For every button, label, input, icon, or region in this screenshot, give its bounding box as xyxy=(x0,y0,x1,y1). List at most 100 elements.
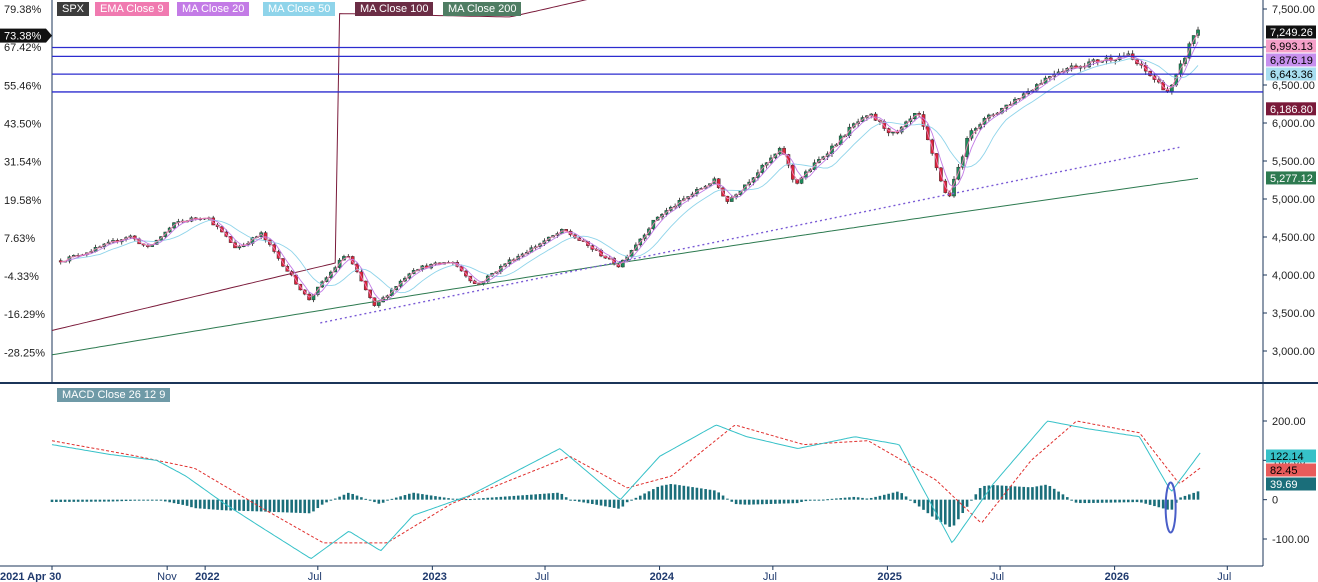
histogram-bar xyxy=(573,499,577,501)
histogram-bar xyxy=(865,498,869,500)
histogram-bar xyxy=(778,499,782,504)
histogram-bar xyxy=(634,497,638,500)
histogram-bar xyxy=(525,494,529,500)
histogram-bar xyxy=(612,499,616,508)
histogram-bar xyxy=(146,499,150,501)
histogram-bar xyxy=(1100,499,1104,503)
histogram-bar xyxy=(486,497,490,500)
histogram-bar xyxy=(85,499,89,502)
ma50-line xyxy=(60,58,1199,294)
histogram-bar xyxy=(242,499,246,511)
histogram-bar xyxy=(1196,491,1200,500)
x-tick-label: 2024 xyxy=(650,571,675,582)
histogram-bar xyxy=(438,496,442,500)
histogram-bar xyxy=(312,499,315,512)
histogram-bar xyxy=(272,499,276,512)
histogram-bar xyxy=(808,499,812,501)
macd-legend-tag[interactable]: MACD Close 26 12 9 xyxy=(57,388,171,402)
histogram-bar xyxy=(482,498,485,500)
histogram-bar xyxy=(416,493,420,500)
price-badge xyxy=(1266,53,1316,67)
left-tick-label: 43.50% xyxy=(4,118,42,130)
legend-tag[interactable]: MA Close 20 xyxy=(177,2,250,16)
current-percent-text: 73.38% xyxy=(4,31,42,43)
histogram-bar xyxy=(329,499,333,501)
left-tick-label: 31.54% xyxy=(4,157,42,169)
x-tick-label: Jul xyxy=(763,571,777,582)
histogram-bar xyxy=(303,499,307,514)
left-tick-label: -16.29% xyxy=(4,309,45,321)
histogram-bar xyxy=(251,499,254,512)
histogram-bar xyxy=(978,488,982,500)
histogram-bar xyxy=(582,499,585,503)
left-tick-label: 79.38% xyxy=(4,4,42,16)
price-badge-text: 6,643.36 xyxy=(1270,69,1313,81)
histogram-bar xyxy=(421,494,424,500)
histogram-bar xyxy=(211,499,215,510)
histogram-bar xyxy=(373,499,376,503)
histogram-bar xyxy=(1148,499,1152,505)
price-badge xyxy=(1266,102,1316,116)
candle xyxy=(316,286,320,295)
histogram-bar xyxy=(774,499,777,504)
histogram-bar xyxy=(316,499,320,509)
histogram-bar xyxy=(1153,499,1156,507)
histogram-bar xyxy=(760,499,764,505)
candle xyxy=(917,113,921,115)
histogram-bar xyxy=(804,499,808,502)
histogram-bar xyxy=(286,499,289,513)
histogram-bar xyxy=(1183,495,1187,500)
histogram-bar xyxy=(691,487,694,500)
histogram-bar xyxy=(163,499,167,502)
histogram-bar xyxy=(1109,499,1113,503)
histogram-bar xyxy=(839,498,843,500)
histogram-bar xyxy=(673,484,677,500)
histogram-bar xyxy=(1013,486,1017,500)
histogram-bar xyxy=(922,499,925,510)
legend-tag[interactable]: MA Close 50 xyxy=(263,2,336,16)
x-tick-label: Jul xyxy=(535,571,549,582)
histogram-bar xyxy=(1188,494,1191,500)
histogram-bar xyxy=(734,499,738,505)
histogram-bar xyxy=(1192,492,1195,500)
histogram-bar xyxy=(390,498,394,500)
histogram-bar xyxy=(621,499,625,507)
histogram-bar xyxy=(647,491,651,500)
macd-histogram xyxy=(50,484,1200,527)
histogram-bar xyxy=(730,499,734,502)
histogram-bar xyxy=(464,499,468,501)
histogram-bar xyxy=(277,499,280,513)
histogram-bar xyxy=(987,485,991,500)
histogram-bar xyxy=(638,495,642,500)
right-tick-label: 5,500.00 xyxy=(1272,156,1315,168)
current-percent-badge xyxy=(0,28,46,43)
histogram-bar xyxy=(177,499,180,504)
legend-tag[interactable]: MA Close 200 xyxy=(443,2,522,16)
histogram-bar xyxy=(752,499,755,505)
histogram-bar xyxy=(935,499,938,520)
histogram-bar xyxy=(695,487,699,500)
histogram-bar xyxy=(543,493,546,500)
histogram-bar xyxy=(377,499,381,504)
histogram-bar xyxy=(490,497,494,500)
right-tick-label: 6,500.00 xyxy=(1272,80,1315,92)
macd-badge-text: 39.69 xyxy=(1270,479,1298,491)
histogram-bar xyxy=(882,494,886,500)
histogram-bar xyxy=(1135,499,1139,503)
histogram-bar xyxy=(203,499,206,509)
histogram-bar xyxy=(294,499,298,513)
candle xyxy=(891,131,895,134)
histogram-bar xyxy=(1035,486,1039,500)
legend-tag[interactable]: SPX xyxy=(57,2,90,16)
histogram-bar xyxy=(991,485,995,500)
x-tick-label: 2022 xyxy=(195,571,219,582)
histogram-bar xyxy=(795,499,799,504)
left-tick-label: 7.63% xyxy=(4,233,35,245)
histogram-bar xyxy=(909,499,912,501)
legend-tag[interactable]: EMA Close 9 xyxy=(95,2,169,16)
histogram-bar xyxy=(516,495,520,500)
legend-tag[interactable]: MA Close 100 xyxy=(355,2,434,16)
histogram-bar xyxy=(630,499,633,501)
price-badge xyxy=(1266,25,1316,39)
